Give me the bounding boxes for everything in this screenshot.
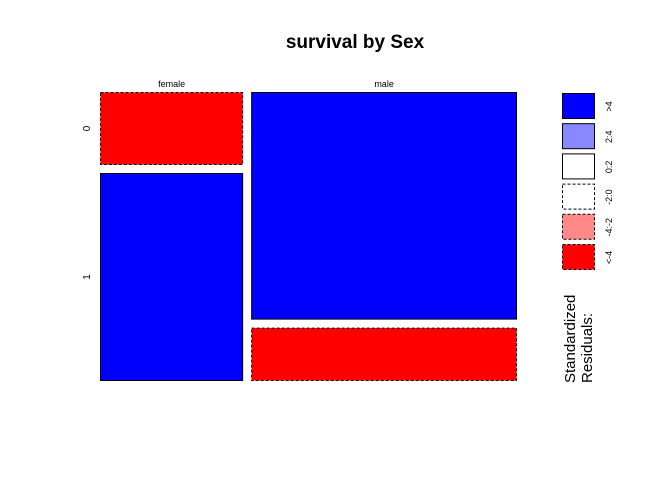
legend-swatch-0 [562, 93, 595, 119]
tile-male-survival-0 [251, 92, 517, 320]
column-label-female: female [158, 79, 185, 89]
tile-male-survival-1 [251, 327, 517, 381]
legend-items: >4 2:4 0:2 -2:0 -4:-2 <-4 [562, 93, 614, 270]
legend-label-4: -4:-2 [604, 218, 614, 237]
legend-swatch-1 [562, 123, 595, 150]
legend-swatch-3 [562, 183, 595, 210]
legend-swatch-2 [562, 153, 595, 180]
row-labels: 01 [82, 125, 93, 280]
mosaic-tiles [100, 92, 517, 381]
legend-label-2: 0:2 [604, 161, 614, 174]
tile-female-survival-1 [100, 173, 244, 381]
legend-label-3: -2:0 [604, 189, 614, 205]
tile-female-survival-0 [100, 92, 244, 166]
column-labels: female male [158, 79, 394, 89]
legend-title-line2: Residuals: [579, 313, 596, 383]
legend-label-0: >4 [604, 101, 614, 111]
legend-title-line1: Standardized [562, 295, 579, 383]
legend-label-1: 2:4 [604, 130, 614, 143]
row-label-0: 0 [82, 125, 93, 131]
legend-label-5: <-4 [604, 251, 614, 264]
row-label-1: 1 [82, 274, 93, 280]
chart-title: survival by Sex [286, 32, 425, 53]
legend: >4 2:4 0:2 -2:0 -4:-2 <-4 Standardized Residu… [562, 93, 614, 383]
column-label-male: male [374, 79, 394, 89]
legend-swatch-5 [562, 244, 595, 270]
legend-swatch-4 [562, 213, 595, 240]
